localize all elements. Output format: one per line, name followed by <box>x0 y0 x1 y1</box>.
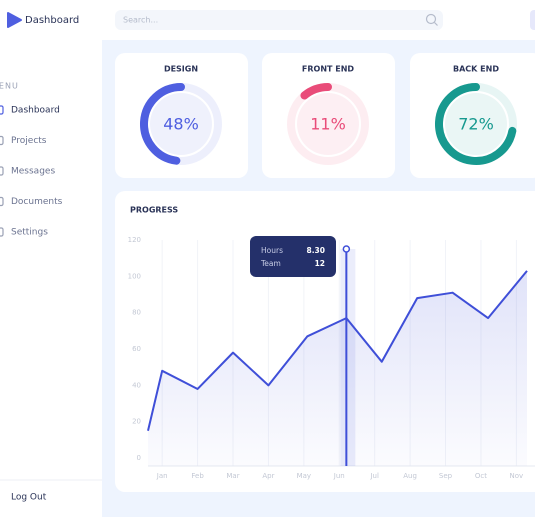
tooltip-label: Team <box>260 259 281 268</box>
x-tick-label: Jan <box>156 472 168 480</box>
x-tick-label: Mar <box>226 472 239 480</box>
y-tick-label: 60 <box>132 345 141 353</box>
progress-title: PROGRESS <box>130 206 178 215</box>
menu-item[interactable]: Projects <box>11 136 47 146</box>
donut-inner <box>445 93 507 155</box>
search-placeholder: Search... <box>123 16 158 25</box>
y-tick-label: 20 <box>132 418 141 426</box>
menu-item[interactable]: Messages <box>11 167 55 177</box>
menu-item[interactable]: Documents <box>11 197 63 207</box>
x-tick-label: Feb <box>191 472 204 480</box>
search-icon-handle <box>434 22 438 26</box>
area <box>148 270 527 466</box>
card-title: BACK END <box>453 65 499 74</box>
search-box[interactable] <box>115 10 443 30</box>
x-tick-label: Oct <box>475 472 487 480</box>
logo-icon <box>7 12 22 28</box>
menu-item[interactable]: Settings <box>11 228 48 238</box>
tooltip-label: Hours <box>261 246 283 255</box>
y-tick-label: 0 <box>137 454 141 462</box>
donut-label: 72% <box>458 115 494 134</box>
y-tick-label: 40 <box>132 381 141 389</box>
x-tick-label: Apr <box>262 472 274 480</box>
donut-inner <box>150 93 212 155</box>
x-tick-label: Jun <box>333 472 345 480</box>
cursor-dot[interactable] <box>342 245 351 253</box>
tooltip-value: 8.30 <box>306 246 325 255</box>
menu-icon <box>0 166 4 176</box>
menu-icon <box>0 227 4 237</box>
donut-arc <box>435 83 517 165</box>
y-tick-label: 120 <box>128 236 141 244</box>
menu-section: MENU <box>0 82 19 91</box>
header-button[interactable] <box>530 10 535 30</box>
search-icon[interactable] <box>425 13 437 25</box>
card <box>262 53 395 178</box>
y-tick-label: 100 <box>128 272 141 280</box>
donut-arc <box>300 83 332 100</box>
tooltip <box>250 236 336 277</box>
donut-inner <box>297 93 359 155</box>
y-tick-label: 80 <box>132 309 141 317</box>
x-tick-label: May <box>297 472 311 480</box>
donut-arc <box>140 83 185 165</box>
card-title: FRONT END <box>302 65 355 74</box>
cursor-band <box>340 249 356 466</box>
logo[interactable]: Dashboard <box>25 15 79 26</box>
menu-icon <box>0 196 4 207</box>
line <box>147 270 528 431</box>
donut-label: 11% <box>310 115 346 134</box>
x-tick-label: Sep <box>439 472 453 480</box>
card-title: DESIGN <box>164 65 198 74</box>
menu-item[interactable]: Dashboard <box>11 106 60 116</box>
donut-label: 48% <box>163 115 199 134</box>
x-tick-label: Jul <box>369 472 379 480</box>
x-tick-label: Nov <box>510 472 524 480</box>
x-tick-label: Aug <box>403 472 417 480</box>
logout[interactable]: Log Out <box>11 493 47 503</box>
tooltip-value: 12 <box>315 259 325 268</box>
menu-icon <box>0 135 4 146</box>
menu-icon <box>0 105 4 115</box>
